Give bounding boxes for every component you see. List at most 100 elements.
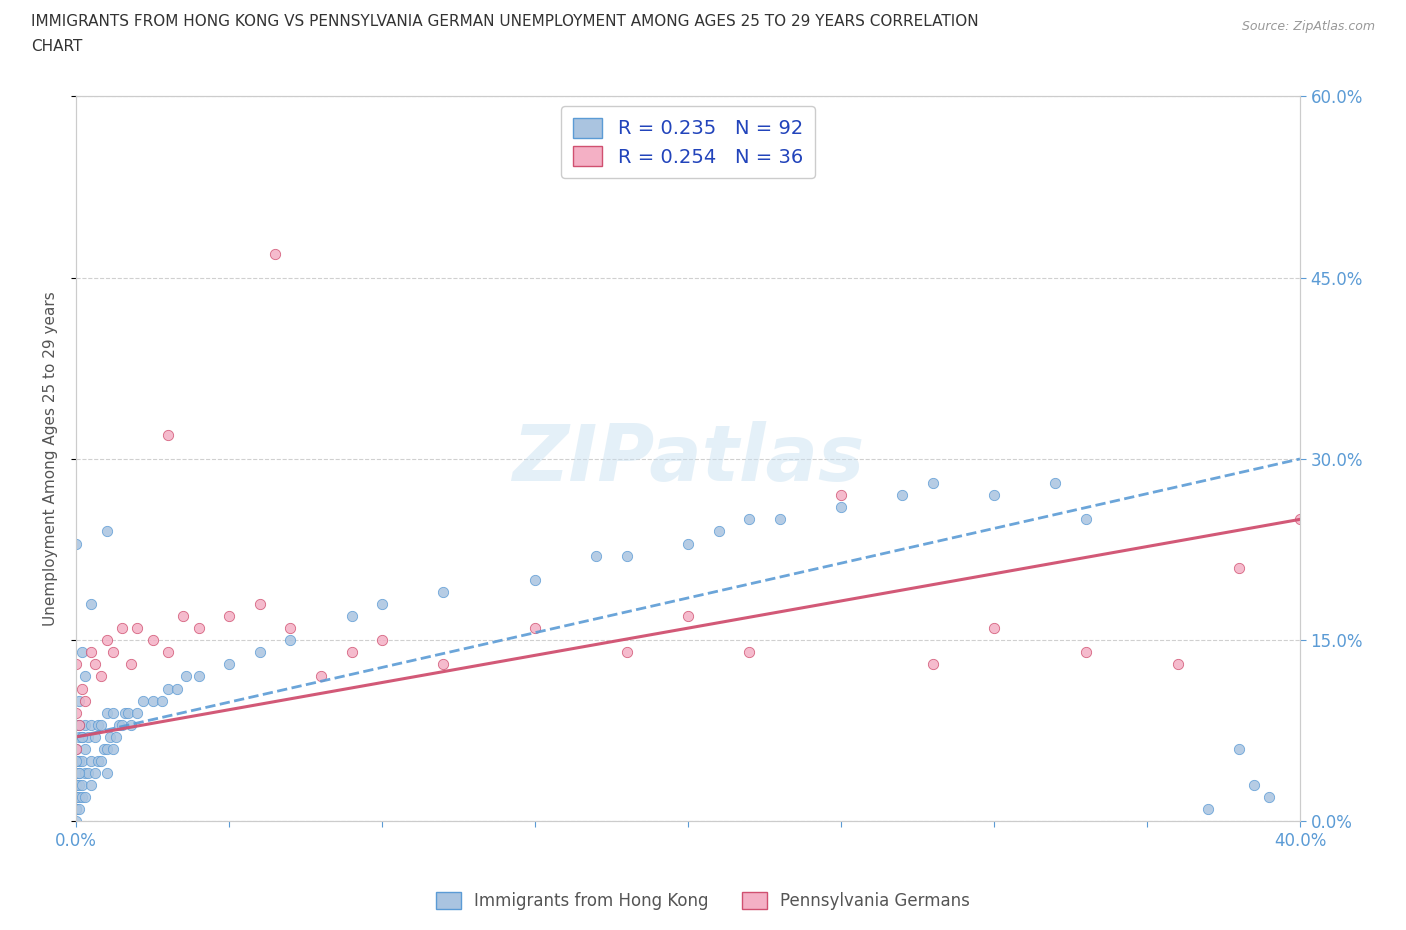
Point [67, 753, 90, 768]
Point [86, 717, 108, 732]
Point [676, 608, 699, 623]
Point [65, 765, 87, 780]
Point [172, 608, 194, 623]
Point [1074, 644, 1097, 659]
Point [156, 427, 179, 442]
Point [921, 475, 943, 490]
Point [127, 620, 149, 635]
Point [96, 705, 118, 720]
Point [983, 487, 1005, 502]
Point [86, 753, 108, 768]
Point [72, 753, 94, 768]
Point [80, 777, 103, 792]
Point [264, 246, 287, 261]
Point [65, 753, 87, 768]
Point [616, 548, 638, 563]
Point [1227, 741, 1250, 756]
Point [340, 644, 363, 659]
Point [921, 657, 943, 671]
Point [65, 790, 87, 804]
Point [1045, 475, 1067, 490]
Point [166, 681, 188, 696]
Point [65, 536, 87, 551]
Point [104, 729, 127, 744]
Point [65, 705, 87, 720]
Point [616, 644, 638, 659]
Point [72, 644, 94, 659]
Point [65, 765, 87, 780]
Point [309, 669, 332, 684]
Point [432, 657, 454, 671]
Text: IMMIGRANTS FROM HONG KONG VS PENNSYLVANIA GERMAN UNEMPLOYMENT AMONG AGES 25 TO 2: IMMIGRANTS FROM HONG KONG VS PENNSYLVANI… [31, 14, 979, 29]
Point [72, 681, 94, 696]
Point [65, 657, 87, 671]
Point [67, 790, 90, 804]
Point [218, 657, 240, 671]
Point [75, 765, 97, 780]
Point [524, 620, 547, 635]
Legend: R = 0.235   N = 92, R = 0.254   N = 36: R = 0.235 N = 92, R = 0.254 N = 36 [561, 106, 814, 179]
Legend: Immigrants from Hong Kong, Pennsylvania Germans: Immigrants from Hong Kong, Pennsylvania … [429, 885, 977, 917]
Point [72, 729, 94, 744]
Point [65, 790, 87, 804]
Point [1258, 790, 1281, 804]
Point [101, 741, 124, 756]
Point [101, 705, 124, 720]
Y-axis label: Unemployment Among Ages 25 to 29 years: Unemployment Among Ages 25 to 29 years [44, 292, 58, 626]
Point [218, 608, 240, 623]
Point [67, 765, 90, 780]
Point [80, 596, 103, 611]
Point [75, 717, 97, 732]
Point [67, 802, 90, 817]
Point [96, 765, 118, 780]
Point [156, 644, 179, 659]
Point [65, 814, 87, 829]
Point [830, 499, 852, 514]
Point [830, 487, 852, 502]
Point [65, 741, 87, 756]
Point [707, 524, 730, 538]
Point [111, 717, 134, 732]
Point [90, 753, 112, 768]
Point [142, 632, 165, 647]
Point [67, 717, 90, 732]
Point [67, 717, 90, 732]
Point [585, 548, 607, 563]
Point [249, 596, 271, 611]
Point [150, 693, 173, 708]
Point [77, 765, 100, 780]
Point [127, 705, 149, 720]
Point [738, 512, 761, 526]
Point [278, 620, 301, 635]
Point [67, 765, 90, 780]
Point [120, 657, 142, 671]
Point [80, 753, 103, 768]
Point [187, 669, 209, 684]
Point [676, 536, 699, 551]
Point [77, 729, 100, 744]
Point [176, 669, 198, 684]
Point [93, 741, 115, 756]
Point [98, 729, 121, 744]
Point [65, 741, 87, 756]
Point [90, 669, 112, 684]
Point [96, 741, 118, 756]
Point [738, 644, 761, 659]
Point [65, 802, 87, 817]
Point [75, 790, 97, 804]
Point [1289, 512, 1312, 526]
Point [65, 717, 87, 732]
Point [65, 777, 87, 792]
Point [1227, 560, 1250, 575]
Point [65, 753, 87, 768]
Point [432, 584, 454, 599]
Point [65, 777, 87, 792]
Point [75, 741, 97, 756]
Point [117, 705, 139, 720]
Point [1197, 802, 1219, 817]
Point [67, 777, 90, 792]
Point [769, 512, 792, 526]
Point [1243, 777, 1265, 792]
Point [72, 790, 94, 804]
Text: Source: ZipAtlas.com: Source: ZipAtlas.com [1241, 20, 1375, 33]
